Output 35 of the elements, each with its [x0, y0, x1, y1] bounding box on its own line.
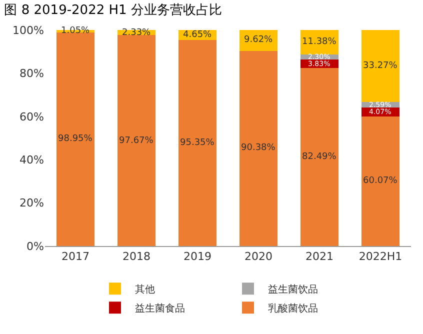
legend-label: 乳酸菌饮品	[268, 302, 318, 314]
legend-label: 益生菌饮品	[268, 283, 318, 296]
data-label: 97.67%	[119, 136, 154, 146]
y-tick-label: 80%	[20, 67, 44, 80]
x-tick-label: 2017	[62, 250, 90, 264]
x-tick-label: 2019	[184, 250, 212, 264]
bar	[118, 35, 156, 246]
data-label: 4.65%	[183, 30, 212, 40]
data-label: 2.33%	[122, 28, 152, 38]
data-label: 95.35%	[180, 138, 215, 148]
bar	[300, 68, 338, 246]
x-tick-label: 2021	[306, 250, 334, 264]
data-label: 11.38%	[302, 37, 337, 47]
data-label: 82.49%	[302, 152, 337, 162]
data-label: 33.27%	[363, 61, 398, 71]
x-tick-label: 2022H1	[358, 250, 402, 264]
y-tick-label: 40%	[20, 153, 44, 166]
legend-label: 益生菌食品	[135, 302, 185, 314]
bar	[178, 40, 216, 246]
x-tick-label: 2018	[122, 250, 150, 264]
data-label: 90.38%	[241, 143, 276, 153]
bar	[56, 32, 94, 246]
y-tick-label: 60%	[20, 110, 44, 124]
legend-label: 其他	[135, 283, 155, 296]
data-label: 98.95%	[58, 134, 93, 144]
y-tick-label: 20%	[20, 196, 44, 210]
data-label: 9.62%	[244, 35, 274, 45]
data-label: 60.07%	[363, 176, 398, 186]
bar	[240, 50, 278, 246]
x-tick-label: 2020	[244, 250, 272, 264]
bar	[362, 116, 400, 246]
bar	[362, 30, 400, 102]
y-tick-label: 0%	[26, 240, 44, 253]
chart-title: 图 8 2019-2022 H1 分业务营收占比	[4, 3, 222, 18]
y-tick-label: 100%	[12, 24, 44, 37]
